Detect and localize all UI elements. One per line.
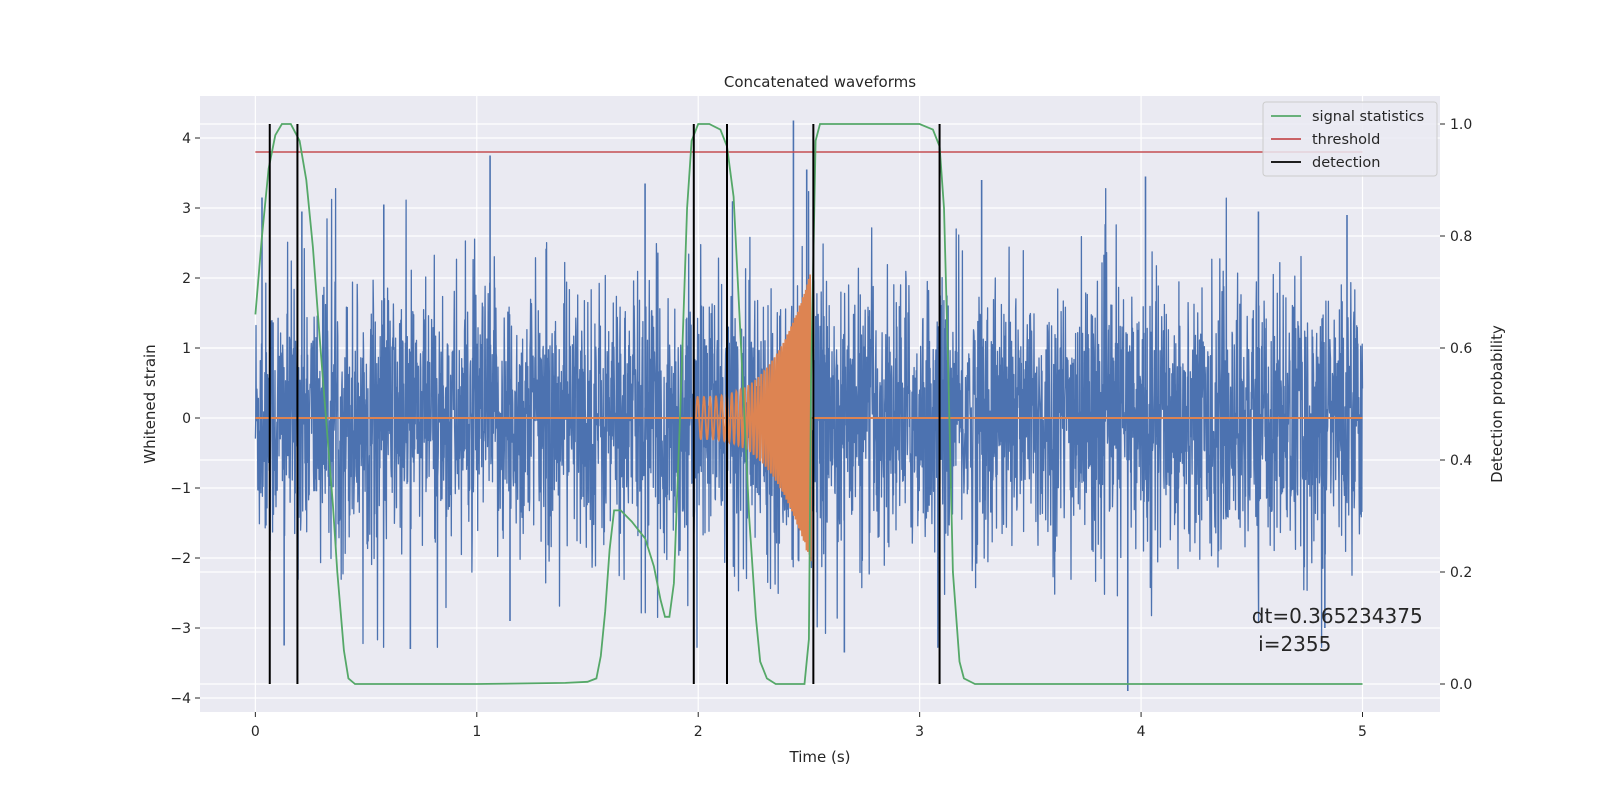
detection-lines [268, 124, 941, 684]
y2-tick-label: 1.0 [1450, 117, 1472, 133]
chart-title: Concatenated waveforms [724, 73, 916, 91]
annotation-index: i=2355 [1252, 632, 1332, 656]
legend-threshold-label: threshold [1312, 132, 1380, 148]
y-tick-label: −2 [170, 551, 191, 567]
x-tick-label: 5 [1358, 724, 1367, 740]
x-axis-label: Time (s) [789, 748, 851, 766]
x-tick-label: 0 [251, 724, 260, 740]
x-tick-label: 2 [694, 724, 703, 740]
legend: signal statistics threshold detection [1262, 101, 1438, 177]
y-tick-label: 1 [182, 341, 191, 357]
y-tick-label: −3 [170, 621, 191, 637]
x-tick-label: 1 [472, 724, 481, 740]
y2-tick-label: 0.6 [1450, 341, 1472, 357]
y2-tick-label: 0.0 [1450, 677, 1472, 693]
y2-tick-label: 0.2 [1450, 565, 1472, 581]
y2-tick-label: 0.4 [1450, 453, 1472, 469]
annotation-dt: dt=0.365234375 [1252, 604, 1423, 628]
plot-layer [254, 120, 1364, 691]
y-axis-label: Whitened strain [141, 344, 159, 463]
legend-detection-label: detection [1312, 155, 1380, 171]
y-ticks: −4 −3 −2 −1 0 1 2 3 4 [170, 131, 200, 707]
y-tick-label: 3 [182, 201, 191, 217]
x-ticks: 0 1 2 3 4 5 [251, 712, 1367, 740]
y2-ticks: 0.0 0.2 0.4 0.6 0.8 1.0 [1440, 117, 1472, 693]
y-tick-label: −4 [170, 691, 191, 707]
y-tick-label: 2 [182, 271, 191, 287]
y-tick-label: 4 [182, 131, 191, 147]
y-tick-label: −1 [170, 481, 191, 497]
legend-box [1262, 101, 1438, 177]
signal-statistics-line [254, 123, 1363, 685]
injected-signal-line [695, 274, 812, 562]
legend-signal-statistics-label: signal statistics [1312, 109, 1424, 125]
y2-tick-label: 0.8 [1450, 229, 1472, 245]
x-tick-label: 4 [1137, 724, 1146, 740]
strain-spikes [261, 120, 1348, 691]
y-tick-label: 0 [182, 411, 191, 427]
x-tick-label: 3 [915, 724, 924, 740]
y2-axis-label: Detection probability [1488, 325, 1506, 483]
